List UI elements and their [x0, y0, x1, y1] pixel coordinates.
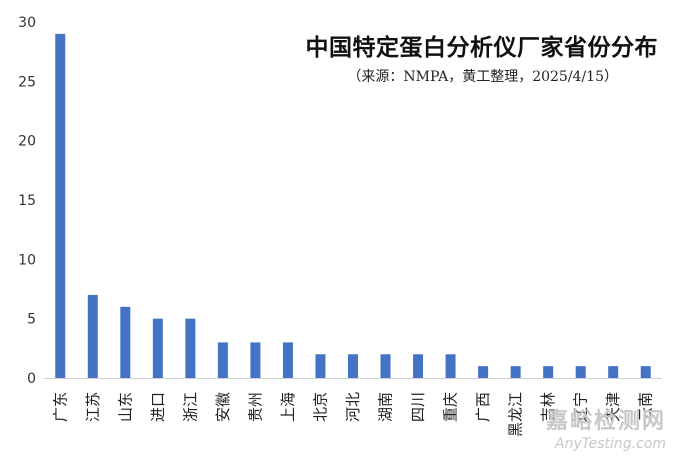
- x-tick-label: 上海: [279, 392, 297, 422]
- watermark-main: 嘉峪检测网: [545, 409, 666, 434]
- bar: [152, 318, 163, 378]
- x-tick-label: 浙江: [181, 392, 199, 422]
- x-tick-label: 广东: [51, 392, 69, 422]
- y-tick-label: 30: [18, 15, 36, 31]
- x-tick-label: 云南: [637, 392, 655, 422]
- bar: [120, 306, 131, 378]
- x-tick-label: 安徽: [214, 392, 232, 422]
- bar: [608, 366, 619, 378]
- chart-subtitle: （来源：NMPA，黄工整理，2025/4/15）: [347, 69, 618, 85]
- y-tick-label: 5: [27, 312, 36, 328]
- x-tick-label: 河北: [344, 392, 362, 422]
- bar: [315, 354, 326, 378]
- watermark-sub: AnyTesting.com: [555, 436, 666, 452]
- bar: [413, 354, 424, 378]
- watermark: 嘉峪检测网 AnyTesting.com: [546, 403, 666, 452]
- bar: [217, 342, 228, 378]
- x-axis-labels: 广东 江苏 山东 进口 浙江 安徽 贵州 上海 北京 河北 湖南 四川 重庆 广西 黑龙江 吉林 辽宁 天津 云南: [51, 392, 654, 437]
- bar: [185, 318, 196, 378]
- x-tick-label: 江苏: [84, 392, 102, 422]
- bar: [250, 342, 261, 378]
- bar: [543, 366, 554, 378]
- y-tick-label: 0: [27, 371, 36, 387]
- bar: [282, 342, 293, 378]
- bar: [510, 366, 521, 378]
- y-axis: 0 5 10 15 20 25 30: [18, 15, 36, 387]
- bars-group: [55, 33, 651, 378]
- x-tick-label: 四川: [409, 392, 427, 422]
- y-tick-label: 25: [18, 74, 36, 90]
- x-tick-label: 重庆: [442, 392, 460, 422]
- x-tick-label: 广西: [474, 392, 492, 422]
- x-tick-label: 黑龙江: [507, 392, 525, 437]
- y-tick-label: 15: [18, 193, 36, 209]
- x-tick-label: 湖南: [377, 392, 395, 422]
- bar: [640, 366, 651, 378]
- y-tick-label: 10: [18, 252, 36, 268]
- bar: [55, 33, 66, 378]
- bar: [478, 366, 489, 378]
- x-tick-label: 贵州: [246, 392, 264, 422]
- x-tick-label: 辽宁: [572, 392, 590, 422]
- x-tick-label: 北京: [311, 392, 329, 422]
- x-tick-label: 山东: [116, 392, 134, 422]
- chart-title: 中国特定蛋白分析仪厂家省份分布: [305, 34, 658, 61]
- bar: [445, 354, 456, 378]
- bar: [575, 366, 586, 378]
- x-tick-label: 吉林: [539, 392, 557, 422]
- y-tick-label: 20: [18, 134, 36, 150]
- title-block: 中国特定蛋白分析仪厂家省份分布 （来源：NMPA，黄工整理，2025/4/15）: [306, 28, 659, 86]
- bar: [380, 354, 391, 378]
- bar: [348, 354, 358, 378]
- x-tick-label: 进口: [149, 392, 167, 422]
- x-tick-label: 天津: [604, 392, 622, 422]
- bar: [87, 294, 98, 378]
